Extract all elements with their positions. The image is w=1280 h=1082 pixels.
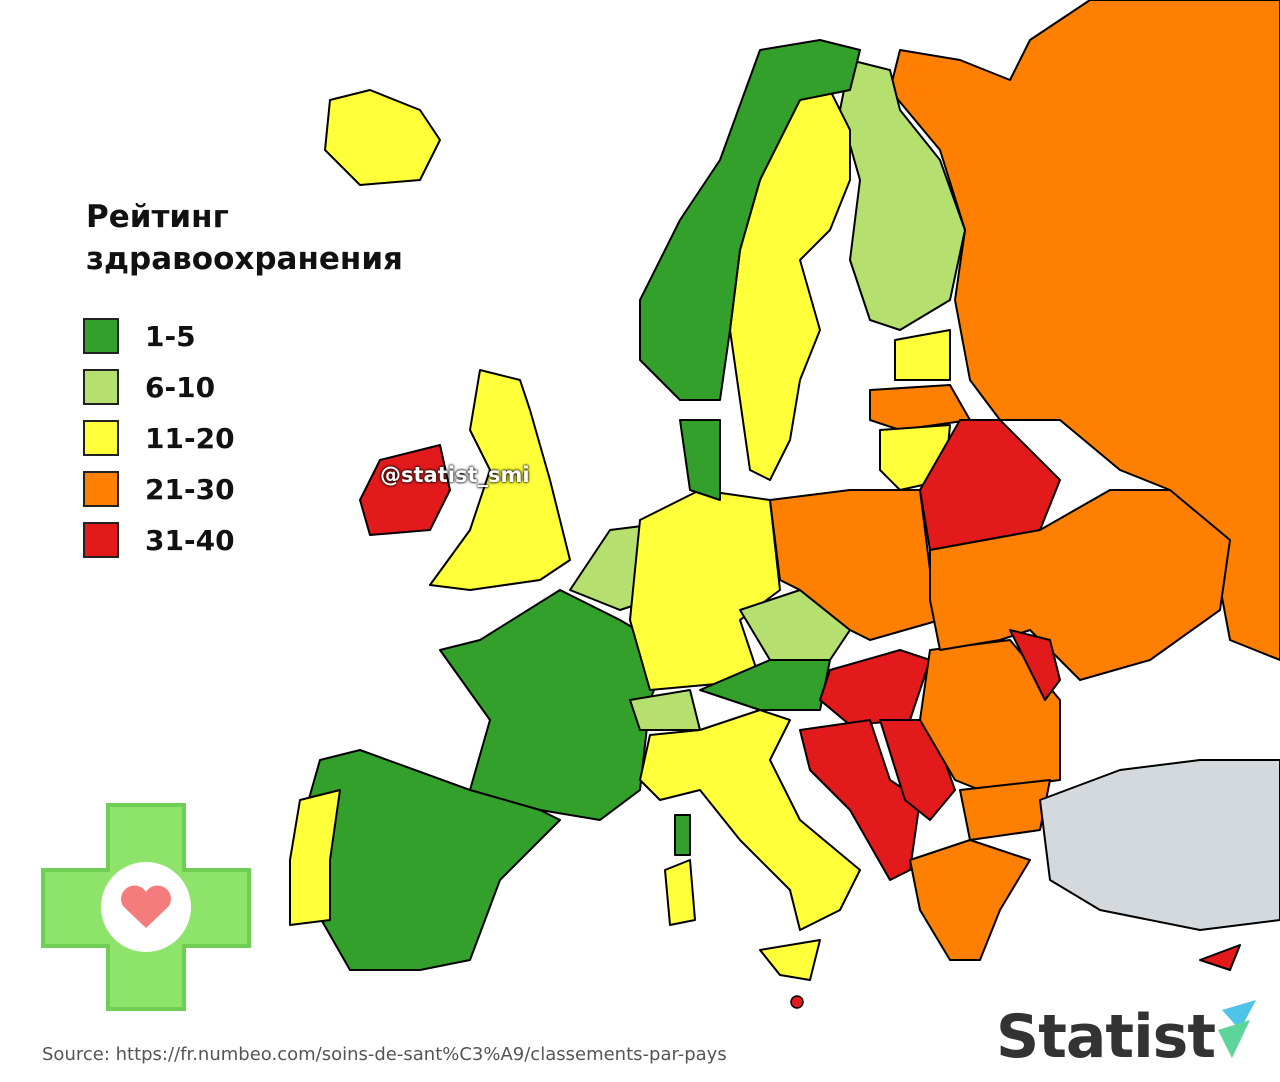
bulgaria — [959, 779, 1051, 841]
iceland — [324, 89, 441, 186]
bosnia-croatia — [799, 719, 921, 881]
health-icon — [41, 803, 251, 1011]
denmark — [679, 419, 721, 501]
hungary — [819, 649, 931, 726]
uk — [429, 369, 571, 591]
norway — [639, 39, 861, 401]
legend-swatch — [83, 471, 119, 507]
italy — [639, 709, 861, 931]
legend-item: 31-40 — [83, 520, 235, 560]
legend-item: 11-20 — [83, 418, 235, 458]
legend-swatch — [83, 522, 119, 558]
sicily — [759, 939, 821, 981]
poland — [769, 489, 941, 641]
sardinia — [664, 859, 696, 926]
cyprus — [1199, 944, 1241, 971]
turkey — [1039, 759, 1280, 931]
legend-label: 11-20 — [145, 421, 235, 455]
russia — [889, 0, 1280, 661]
legend-label: 6-10 — [145, 370, 216, 404]
watermark: @statist_smi — [380, 463, 530, 487]
ukraine — [929, 489, 1231, 681]
portugal — [289, 789, 341, 926]
legend-swatch — [83, 318, 119, 354]
logo-mark — [1218, 1000, 1256, 1058]
legend-item: 21-30 — [83, 469, 235, 509]
legend-label: 1-5 — [145, 319, 196, 353]
legend-swatch — [83, 369, 119, 405]
source: Source: https://fr.numbeo.com/soins-de-s… — [42, 1044, 727, 1065]
germany — [629, 489, 781, 691]
corsica — [674, 814, 691, 856]
legend-label: 31-40 — [145, 523, 235, 557]
finland — [839, 59, 966, 331]
legend-title: Рейтинг здравоохранения — [86, 199, 403, 277]
czechia — [739, 589, 851, 661]
logo: Statist — [996, 1002, 1216, 1072]
legend-item: 1-5 — [83, 316, 196, 356]
legend-swatch — [83, 420, 119, 456]
legend-item: 6-10 — [83, 367, 215, 407]
legend-label: 21-30 — [145, 472, 235, 506]
estonia — [894, 329, 951, 381]
moldova — [1009, 629, 1061, 701]
countries — [289, 0, 1280, 1009]
malta — [790, 995, 804, 1009]
latvia — [869, 384, 971, 431]
greece — [909, 839, 1031, 961]
ireland — [359, 444, 451, 536]
